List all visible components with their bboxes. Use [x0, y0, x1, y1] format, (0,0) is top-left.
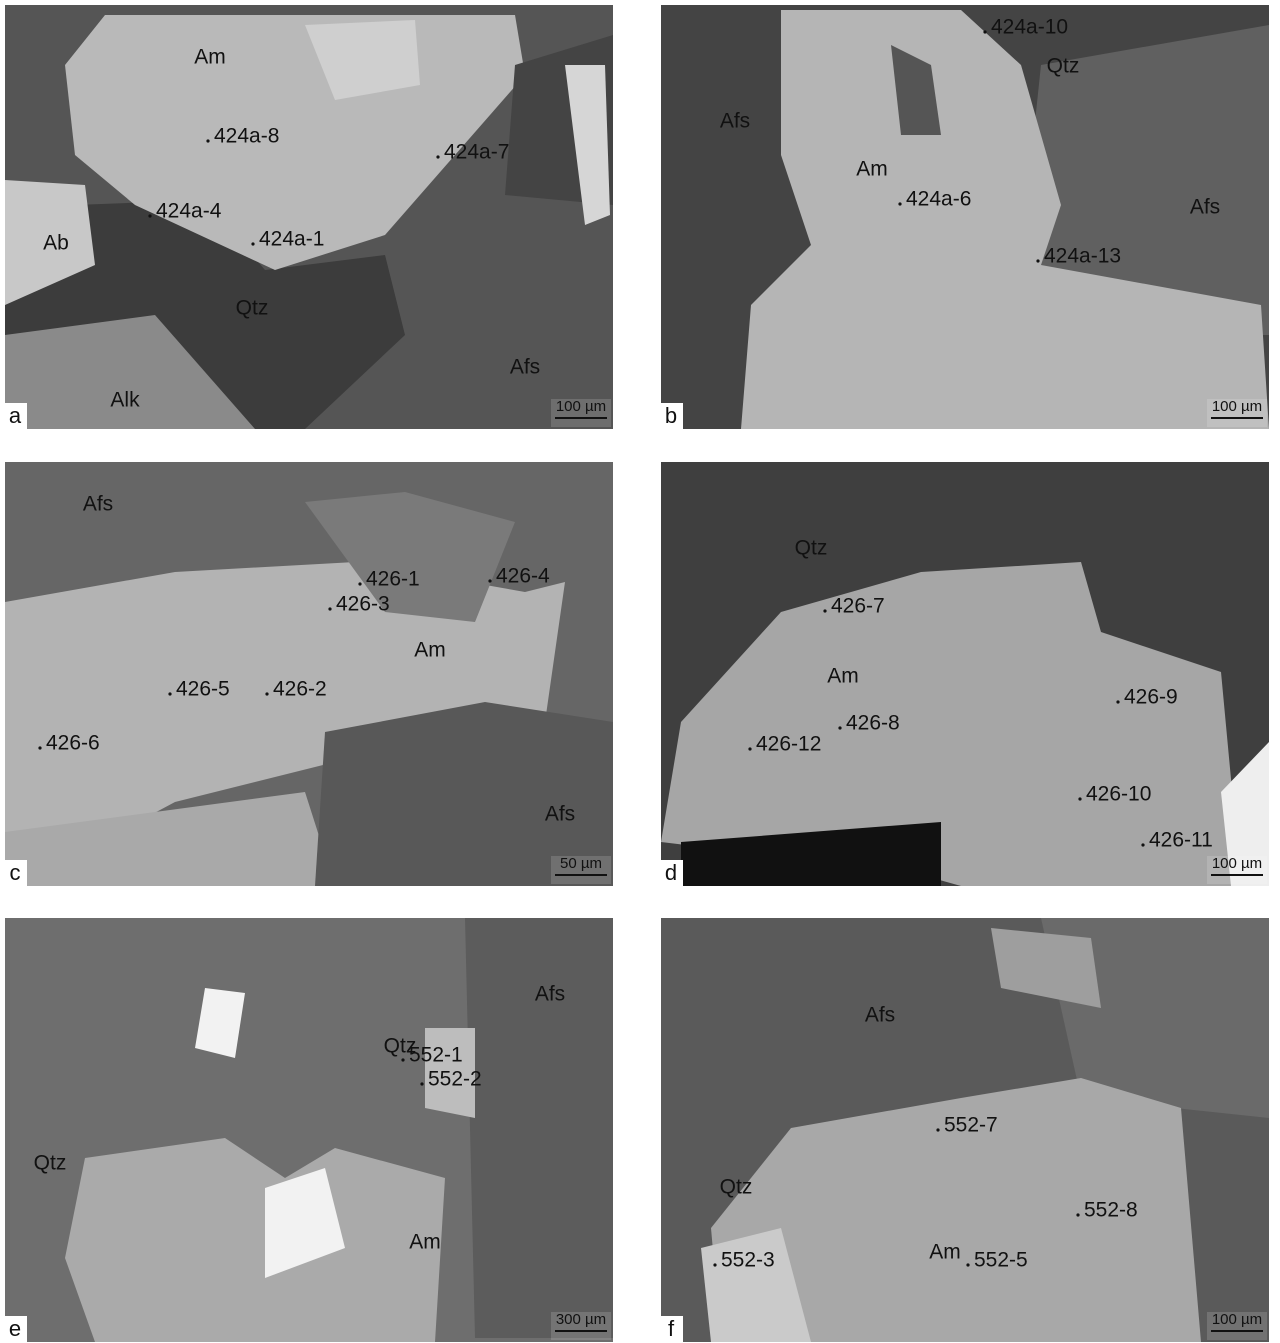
analysis-label: 426-2: [273, 678, 327, 701]
mineral-label: Qtz: [795, 537, 828, 560]
panel-letter: a: [9, 403, 22, 428]
figure: Am Ab Qtz Afs Alk 424a-8 424a-7 424a-4 424a-1 a 10…: [0, 0, 1280, 1343]
analysis-label: 552-2: [428, 1068, 482, 1091]
analysis-label: 426-1: [366, 568, 420, 591]
analysis-label: 552-3: [721, 1249, 775, 1272]
mineral-label: Am: [856, 158, 888, 181]
scale-bar-label: 50 µm: [560, 855, 602, 872]
analysis-point: [206, 139, 209, 142]
analysis-label: 426-11: [1149, 829, 1213, 852]
analysis-point: [148, 214, 151, 217]
analysis-point: [401, 1058, 404, 1061]
analysis-label: 424a-6: [906, 188, 971, 211]
scale-bar-label: 100 µm: [556, 398, 606, 415]
analysis-point: [966, 1263, 969, 1266]
analysis-point: [420, 1082, 423, 1085]
bse-panel: Qtz Am 426-7 426-9 426-8 426-12 426-10 426-11 d 1…: [661, 462, 1269, 886]
analysis-label: 424a-13: [1044, 245, 1121, 268]
mineral-label: Qtz: [236, 297, 269, 320]
analysis-label: 426-10: [1086, 783, 1151, 806]
analysis-label: 552-1: [409, 1044, 463, 1067]
bse-image: [661, 462, 1269, 886]
mineral-label: Afs: [83, 493, 113, 516]
analysis-label: 424a-1: [259, 228, 324, 251]
analysis-point: [1078, 797, 1081, 800]
analysis-point: [1036, 259, 1039, 262]
analysis-label: 426-5: [176, 678, 230, 701]
analysis-label: 424a-7: [444, 141, 509, 164]
analysis-point: [838, 726, 841, 729]
analysis-point: [983, 30, 986, 33]
mineral-label: Ab: [43, 232, 69, 255]
scale-bar-label: 300 µm: [556, 1311, 606, 1328]
mineral-label: Am: [414, 639, 446, 662]
panel-letter: d: [665, 860, 677, 885]
bse-image: [661, 5, 1269, 429]
analysis-label: 424a-4: [156, 200, 222, 223]
analysis-label: 426-6: [46, 732, 100, 755]
analysis-point: [251, 242, 254, 245]
analysis-label: 426-8: [846, 712, 900, 735]
analysis-point: [168, 692, 171, 695]
panel-letter: f: [668, 1316, 675, 1341]
mineral-label: Alk: [110, 389, 140, 412]
analysis-label: 552-7: [944, 1114, 998, 1137]
analysis-point: [265, 692, 268, 695]
mineral-label: Am: [409, 1231, 441, 1254]
scale-bar-label: 100 µm: [1212, 855, 1262, 872]
mineral-label: Am: [827, 665, 859, 688]
analysis-point: [1141, 843, 1144, 846]
analysis-point: [1076, 1213, 1079, 1216]
bse-panel: Am Ab Qtz Afs Alk 424a-8 424a-7 424a-4 424a-1 a 10…: [5, 5, 613, 429]
analysis-point: [748, 747, 751, 750]
analysis-point: [358, 582, 361, 585]
mineral-label: Qtz: [720, 1176, 753, 1199]
mineral-label: Afs: [510, 356, 540, 379]
analysis-label: 426-7: [831, 595, 885, 618]
panel-letter: c: [10, 860, 21, 885]
analysis-label: 424a-8: [214, 125, 279, 148]
analysis-label: 552-8: [1084, 1199, 1138, 1222]
panel-letter: b: [665, 403, 677, 428]
mineral-label: Qtz: [1047, 55, 1080, 78]
bse-panel: Qtz Afs Am Afs 424a-10 424a-6 424a-13 b 100 µm: [661, 5, 1269, 429]
bse-image: [5, 462, 613, 886]
analysis-label: 552-5: [974, 1249, 1028, 1272]
bse-image: [5, 918, 613, 1342]
analysis-label: 426-3: [336, 593, 390, 616]
mineral-grain: [65, 1138, 445, 1342]
panel-letter: e: [9, 1316, 21, 1341]
analysis-point: [488, 579, 491, 582]
mineral-label: Am: [929, 1241, 961, 1264]
mineral-label: Afs: [535, 983, 565, 1006]
analysis-point: [713, 1263, 716, 1266]
mineral-label: Afs: [720, 110, 750, 133]
mineral-grain: [465, 918, 613, 1338]
analysis-label: 424a-10: [991, 16, 1068, 39]
scale-bar-label: 100 µm: [1212, 1311, 1262, 1328]
analysis-point: [38, 746, 41, 749]
analysis-point: [1116, 700, 1119, 703]
analysis-point: [898, 202, 901, 205]
mineral-label: Afs: [1190, 196, 1220, 219]
mineral-label: Afs: [545, 803, 575, 826]
analysis-point: [823, 609, 826, 612]
bse-panel: Afs Qtz Am 552-7 552-8 552-3 552-5 f 100 µm: [661, 918, 1269, 1342]
analysis-point: [436, 155, 439, 158]
analysis-point: [328, 607, 331, 610]
mineral-label: Afs: [865, 1004, 895, 1027]
analysis-label: 426-12: [756, 733, 821, 756]
mineral-label: Am: [194, 46, 226, 69]
mineral-label: Qtz: [34, 1152, 67, 1175]
analysis-label: 426-9: [1124, 686, 1178, 709]
analysis-point: [936, 1128, 939, 1131]
scale-bar-label: 100 µm: [1212, 398, 1262, 415]
bse-panel: Afs Am Afs 426-1 426-4 426-3 426-5 426-2 426-6 c 5…: [5, 462, 613, 886]
analysis-label: 426-4: [496, 565, 550, 588]
